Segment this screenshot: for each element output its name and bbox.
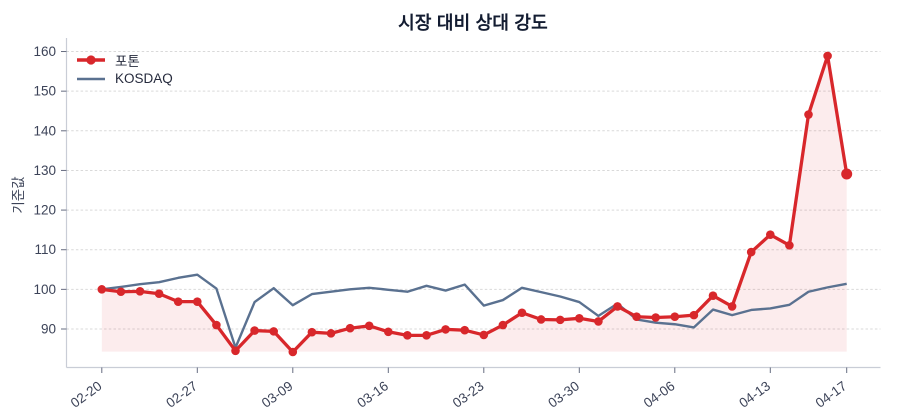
series1-marker: [97, 285, 107, 294]
chart-title: 시장 대비 상대 강도: [398, 13, 548, 33]
y-tick-label: 130: [33, 163, 56, 178]
x-tick-label: 03-16: [354, 378, 391, 410]
x-tick-label: 02-27: [163, 378, 200, 410]
series2-line: [101, 273, 847, 349]
x-tick-label: 02-20: [68, 378, 105, 410]
series1-marker: [345, 323, 355, 333]
series1-marker: [193, 297, 202, 306]
series1-marker: [212, 320, 221, 330]
legend-item-series2[interactable]: KOSDAQ: [76, 69, 173, 88]
y-tick-label: 150: [33, 84, 56, 99]
series1-marker: [269, 327, 279, 336]
series1-legend-swatch: [77, 54, 105, 65]
series1-marker: [460, 325, 470, 335]
y-tick-label: 90: [41, 322, 56, 337]
series1-marker: [422, 331, 431, 340]
series1-marker: [498, 320, 508, 330]
series1-marker: [326, 329, 336, 338]
series1-marker: [135, 287, 145, 296]
series1-marker: [708, 291, 718, 301]
series1-marker: [632, 312, 641, 322]
series1-marker: [785, 241, 794, 250]
series1-marker: [823, 51, 832, 61]
series1-marker: [116, 287, 126, 297]
x-tick-label: 04-17: [813, 378, 850, 410]
series2-legend-label: KOSDAQ: [115, 71, 173, 86]
x-tick-label: 03-30: [545, 378, 582, 410]
series1-marker: [173, 297, 183, 306]
series1-marker: [307, 327, 317, 337]
series1-marker: [727, 302, 737, 311]
series2-legend-swatch: [77, 77, 105, 80]
series1-marker: [441, 325, 450, 334]
series1-marker: [403, 331, 412, 340]
series1-marker: [384, 327, 393, 337]
series1-marker: [613, 302, 622, 311]
series1-marker: [364, 321, 374, 331]
series1-marker: [651, 313, 660, 322]
series1-marker: [841, 168, 853, 180]
y-tick-label: 100: [33, 282, 56, 297]
series1-marker: [804, 110, 813, 119]
legend: 포톤 KOSDAQ: [76, 50, 173, 88]
x-tick-label: 03-23: [450, 378, 487, 410]
series1-marker: [766, 230, 775, 239]
y-tick-label: 120: [33, 203, 56, 218]
series1-marker: [670, 312, 680, 322]
y-tick-label: 140: [33, 123, 56, 138]
series1-marker: [250, 326, 259, 335]
series1-marker: [479, 330, 489, 340]
series1-legend-label: 포톤: [115, 53, 140, 69]
series1-marker: [689, 310, 699, 320]
series1-marker: [231, 346, 240, 356]
x-tick-label: 04-13: [736, 378, 773, 410]
x-tick-label: 04-06: [641, 378, 678, 410]
series1-marker: [154, 289, 164, 299]
series1-marker: [746, 247, 756, 257]
y-tick-label: 110: [34, 242, 56, 257]
series1-marker: [594, 317, 603, 326]
series1-line: [101, 54, 849, 354]
series1-marker: [555, 315, 565, 325]
series1-marker: [536, 315, 546, 324]
y-tick-label: 160: [33, 44, 56, 59]
series1-area-fill: [101, 55, 847, 352]
legend-item-series1[interactable]: 포톤: [76, 50, 173, 69]
series1-marker: [517, 308, 527, 318]
series1-marker: [288, 347, 298, 357]
series1-marker: [575, 313, 584, 323]
x-tick-label: 03-09: [259, 378, 296, 410]
y-axis-title: 기준값: [11, 176, 26, 214]
